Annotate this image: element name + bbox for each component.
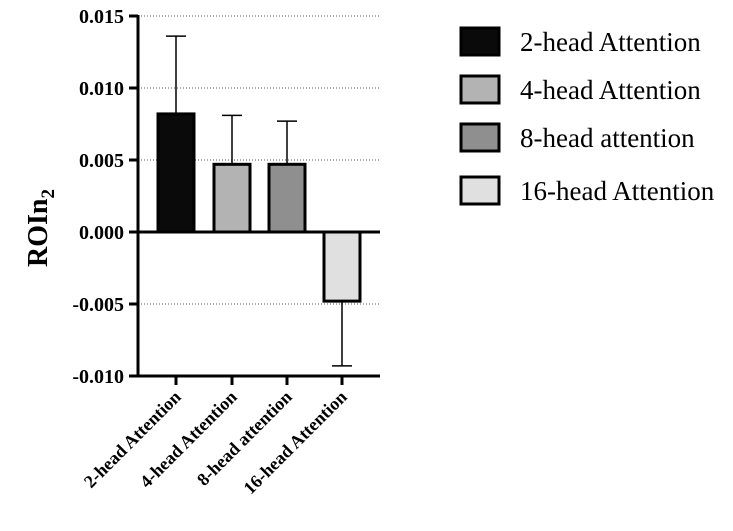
bar <box>156 112 196 234</box>
y-tick-label: 0.000 <box>79 222 124 244</box>
y-tick-label: 0.015 <box>79 6 124 28</box>
y-tick-label: -0.010 <box>72 366 124 388</box>
y-tick-label: -0.005 <box>72 294 124 316</box>
legend-label: 2-head Attention <box>520 27 701 57</box>
x-category-label: 16-head Attention <box>239 387 350 498</box>
x-category-label: 2-head Attention <box>80 387 185 492</box>
y-tick-label: 0.010 <box>79 78 124 100</box>
y-axis-label: ROIn2 <box>23 189 59 267</box>
y-tick-labels: 0.015 0.010 0.005 0.000 -0.005 -0.010 <box>72 6 124 388</box>
x-category-label: 4-head Attention <box>136 387 241 492</box>
legend-label: 4-head Attention <box>520 75 701 105</box>
legend-label: 8-head attention <box>520 123 695 153</box>
error-bars <box>166 35 352 367</box>
bars <box>156 112 362 303</box>
legend-swatch <box>459 175 501 206</box>
legend-swatch <box>459 74 501 105</box>
bar <box>212 162 252 234</box>
x-category-label: 8-head attention <box>193 387 296 490</box>
legend-swatch <box>459 26 501 57</box>
axes <box>129 14 380 385</box>
legend-swatch <box>459 122 501 153</box>
y-tick-label: 0.005 <box>79 150 124 172</box>
bar <box>322 230 362 303</box>
legend-label: 16-head Attention <box>520 176 715 206</box>
legend: 2-head Attention 4-head Attention 8-head a… <box>459 26 715 206</box>
bar <box>267 162 307 234</box>
